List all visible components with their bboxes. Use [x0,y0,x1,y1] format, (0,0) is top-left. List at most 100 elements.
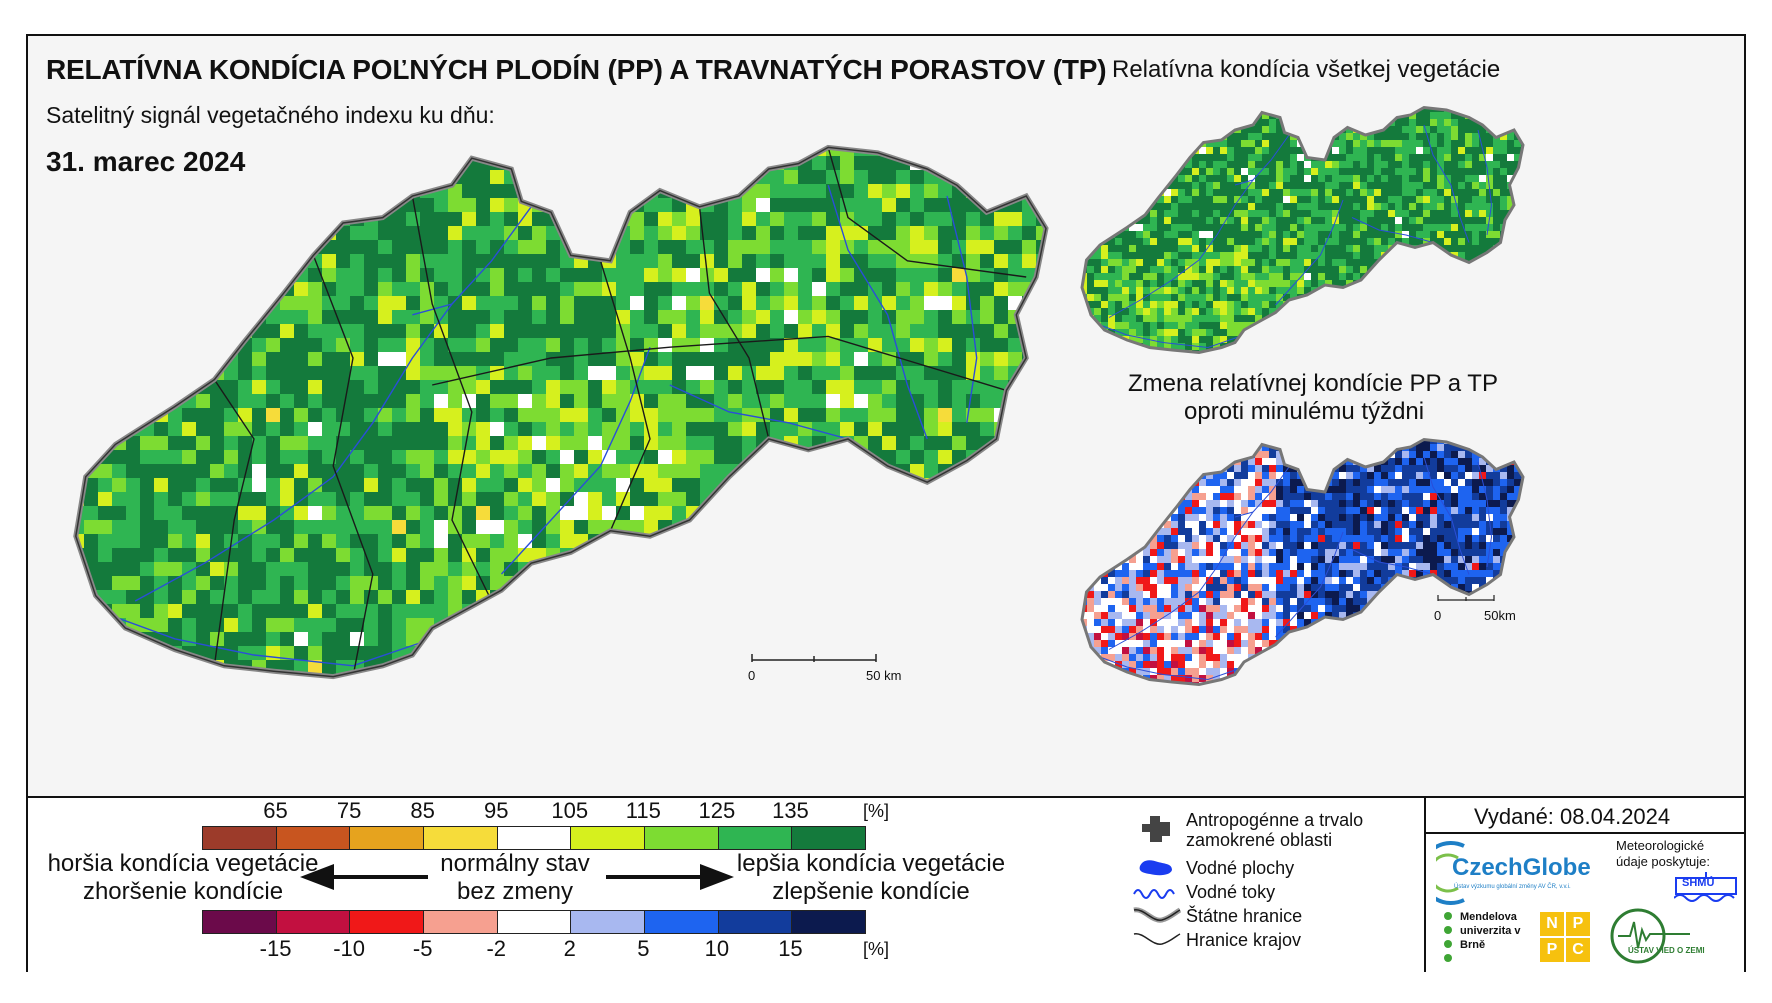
map-cell [980,226,995,241]
map-cell [252,464,267,479]
map-cell [462,534,477,549]
map-cell [1472,245,1480,253]
map-cell [1206,329,1214,337]
map-cell [126,604,141,619]
map-cell [476,660,491,675]
map-cell [1423,280,1431,288]
map-cell [1423,196,1431,204]
map-cell [686,156,701,171]
map-cell [896,184,911,199]
map-cell [1416,273,1424,281]
map-cell [462,632,477,647]
map-cell [546,156,561,171]
map-cell [1157,315,1165,323]
map-cell [1479,238,1487,246]
map-cell [75,366,85,381]
map-cell [182,422,197,437]
map-cell [784,618,799,633]
map-cell [1094,133,1102,141]
map-cell [1227,259,1235,267]
map-cell [490,464,505,479]
map-cell [1325,203,1333,211]
map-cell [770,147,785,157]
map-cell [182,226,197,241]
map-cell [980,310,995,325]
map-cell [252,436,267,451]
map-cell [1178,336,1186,344]
map-cell [882,254,897,269]
map-cell [1227,322,1235,330]
map-cell [196,184,211,199]
map-cell [266,282,281,297]
map-cell [1094,217,1102,225]
map-cell [812,492,827,507]
map-cell [1493,231,1501,239]
map-cell [742,478,757,493]
map-cell [1493,273,1501,281]
map-cell [420,366,435,381]
map-cell [56,352,71,367]
map-cell [532,534,547,549]
map-cell [616,590,631,605]
map-cell [1332,224,1340,232]
map-cell [826,352,841,367]
map-cell [560,380,575,395]
map-cell [1262,273,1270,281]
map-cell [896,576,911,591]
map-cell [462,240,477,255]
map-cell [294,282,309,297]
map-cell [994,296,1009,311]
map-cell [1178,231,1186,239]
map-cell [1318,210,1326,218]
map-cell [798,324,813,339]
map-cell [882,268,897,283]
map-cell [1213,119,1221,127]
map-cell [1136,301,1144,309]
map-cell [1192,203,1200,211]
map-cell [294,534,309,549]
map-cell [1150,182,1158,190]
map-cell [1008,240,1023,255]
map-cell [1227,287,1235,295]
map-cell [406,380,421,395]
map-cell [1423,147,1431,155]
map-cell [308,170,323,185]
map-cell [1472,294,1480,302]
map-cell [658,478,673,493]
map-cell [1269,280,1277,288]
map-cell [336,520,351,535]
map-cell [196,492,211,507]
map-cell [1479,308,1487,316]
map-cell [1465,245,1473,253]
map-cell [1157,168,1165,176]
map-cell [476,352,491,367]
map-cell [504,464,519,479]
map-cell [1248,126,1256,134]
map-cell [658,646,673,661]
map-cell [1101,287,1109,295]
map-cell [1255,259,1263,267]
map-cell [588,380,603,395]
map-cell [1493,182,1501,190]
map-cell [294,212,309,227]
map-cell [112,324,127,339]
map-cell [364,464,379,479]
map-cell [1423,107,1431,113]
map-cell [378,590,393,605]
map-cell [546,506,561,521]
map-cell [1290,182,1298,190]
map-cell [616,366,631,381]
map-cell [252,576,267,591]
map-cell [602,562,617,577]
map-cell [826,147,841,157]
map-cell [742,520,757,535]
map-cell [182,674,197,677]
map-cell [98,380,113,395]
map-cell [1514,119,1522,127]
map-cell [210,226,225,241]
map-cell [1164,203,1172,211]
map-cell [1493,161,1501,169]
map-cell [1022,548,1037,563]
map-cell [1073,322,1081,330]
map-cell [546,534,561,549]
